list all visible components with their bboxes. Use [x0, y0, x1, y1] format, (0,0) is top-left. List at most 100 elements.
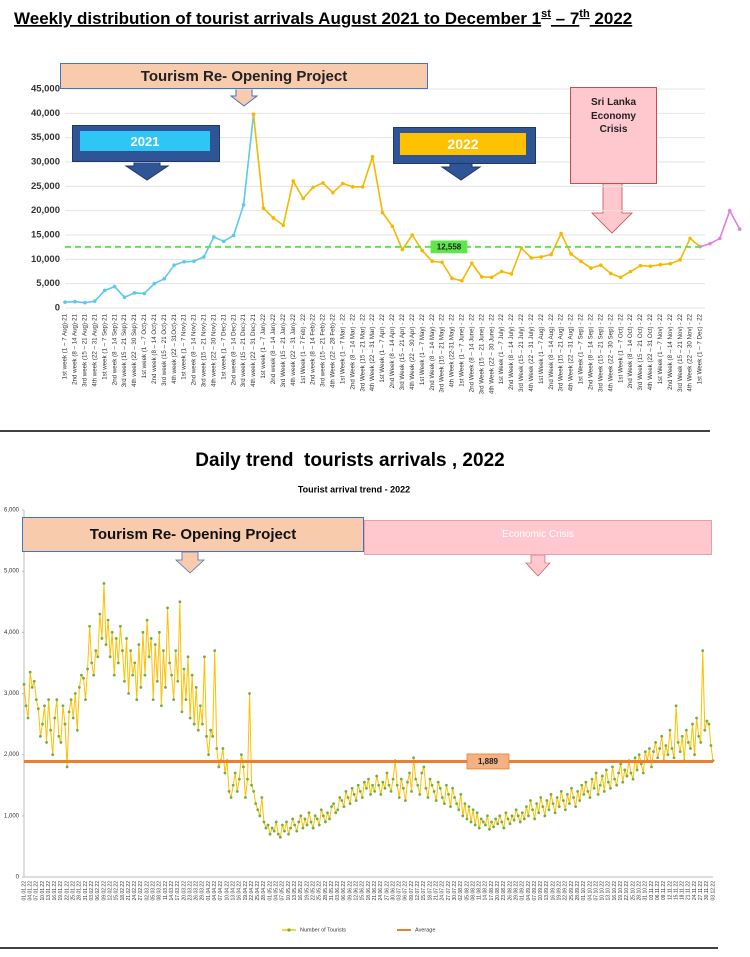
x-tick-label: 06.11.22: [655, 881, 661, 900]
data-point: [438, 786, 442, 790]
x-tick-label: 3rd Week (15 – 21 Aug) - 22: [558, 313, 565, 391]
x-tick-label: 1st week (1 – 7 Sep)-21: [101, 313, 108, 379]
x-tick-label: 09.11.22: [661, 881, 667, 900]
x-tick-label: 01.10.22: [581, 881, 587, 901]
data-point: [112, 673, 116, 677]
data-point: [582, 793, 586, 796]
data-point: [672, 756, 676, 760]
x-tick-label: 2nd Week (8 – 14 Nov) - 22: [667, 313, 674, 389]
x-tick-label: 23.03.22: [187, 881, 193, 901]
data-point: [518, 820, 522, 824]
data-point: [648, 264, 653, 268]
data-point: [397, 796, 401, 799]
data-point: [400, 247, 405, 252]
data-point: [131, 673, 135, 677]
x-tick-label: 09.06.22: [347, 881, 353, 901]
data-point: [123, 679, 126, 683]
data-point: [551, 802, 555, 805]
data-point: [291, 179, 296, 183]
data-point: [509, 272, 514, 276]
data-point: [688, 236, 692, 241]
data-point: [705, 719, 709, 723]
data-point: [479, 817, 483, 821]
legend-marker: [287, 928, 291, 932]
x-tick-label: 07.09.22: [532, 881, 538, 901]
data-point: [631, 777, 635, 781]
data-point: [30, 685, 34, 689]
data-point: [129, 649, 133, 653]
data-point: [367, 777, 370, 781]
average-label-box: [430, 240, 468, 254]
x-tick-label: 06.06.22: [341, 881, 347, 901]
data-point: [697, 734, 701, 738]
data-point: [424, 786, 428, 790]
x-tick-label: 24.11.22: [692, 881, 698, 900]
x-tick-label: 13.01.22: [46, 881, 52, 901]
data-point: [186, 655, 190, 659]
data-point: [608, 271, 613, 276]
data-point: [568, 802, 571, 805]
data-point: [504, 811, 508, 815]
y-tick-label: 10,000: [31, 254, 60, 265]
data-point: [159, 704, 163, 708]
data-point: [589, 266, 593, 270]
data-point: [242, 765, 245, 769]
callout-arrow: [124, 159, 170, 181]
data-point: [301, 826, 305, 830]
data-point: [629, 771, 633, 775]
title-part: th: [579, 8, 590, 20]
data-point: [268, 832, 272, 836]
data-point: [684, 728, 688, 732]
data-point: [215, 747, 219, 750]
data-point: [227, 789, 231, 793]
x-tick-label: 01.04.22: [206, 881, 212, 901]
data-point: [41, 722, 44, 726]
data-point: [122, 295, 127, 300]
title-part: – 7: [551, 9, 579, 28]
x-tick-label: 13.04.22: [230, 881, 236, 901]
data-point: [135, 698, 139, 702]
x-tick-label: 17.08.22: [489, 881, 495, 901]
data-point: [459, 793, 463, 796]
x-tick-label: 03.02.22: [89, 881, 95, 901]
data-point: [340, 799, 344, 802]
data-point: [648, 747, 651, 750]
average-label: 1,889: [478, 757, 499, 766]
y-tick-label: 25,000: [31, 181, 60, 192]
data-point: [51, 753, 55, 757]
data-point: [261, 206, 266, 211]
data-point: [483, 823, 487, 827]
data-point: [678, 750, 682, 754]
x-tick-label: 13.10.22: [606, 881, 612, 901]
x-tick-label: 28.05.22: [323, 881, 329, 901]
x-tick-label: 10.09.22: [538, 881, 544, 901]
data-point: [506, 817, 510, 821]
x-tick-label: 3rd Week (15 – 21 June) - 22: [478, 313, 485, 394]
data-point: [43, 704, 46, 708]
annotation: 2021: [80, 131, 210, 151]
x-tick-label: 11.03.22: [163, 881, 169, 900]
data-point: [531, 808, 534, 812]
y-tick-label: 35,000: [31, 132, 60, 143]
x-tick-label: 25.10.22: [630, 881, 636, 901]
data-point: [579, 259, 583, 264]
x-tick-label: 02.03.22: [144, 881, 150, 901]
data-point: [201, 722, 204, 726]
y-tick-label: 1,000: [4, 813, 20, 819]
x-tick-label: 18.07.22: [427, 881, 433, 901]
y-tick-label: 6,000: [4, 508, 20, 514]
data-point: [628, 269, 633, 274]
data-point: [440, 796, 444, 799]
x-tick-label: 1st week (1 – 7 Dec)-21: [220, 313, 227, 379]
data-point: [352, 793, 356, 796]
data-point: [153, 643, 157, 646]
data-point: [108, 655, 112, 659]
data-point: [151, 698, 155, 702]
annotation: Tourism Re- Opening Project: [22, 517, 364, 552]
data-point: [533, 817, 536, 821]
data-point: [643, 750, 647, 754]
data-point: [127, 692, 130, 695]
data-point: [555, 796, 559, 799]
data-point: [162, 277, 167, 281]
data-point: [727, 208, 732, 213]
